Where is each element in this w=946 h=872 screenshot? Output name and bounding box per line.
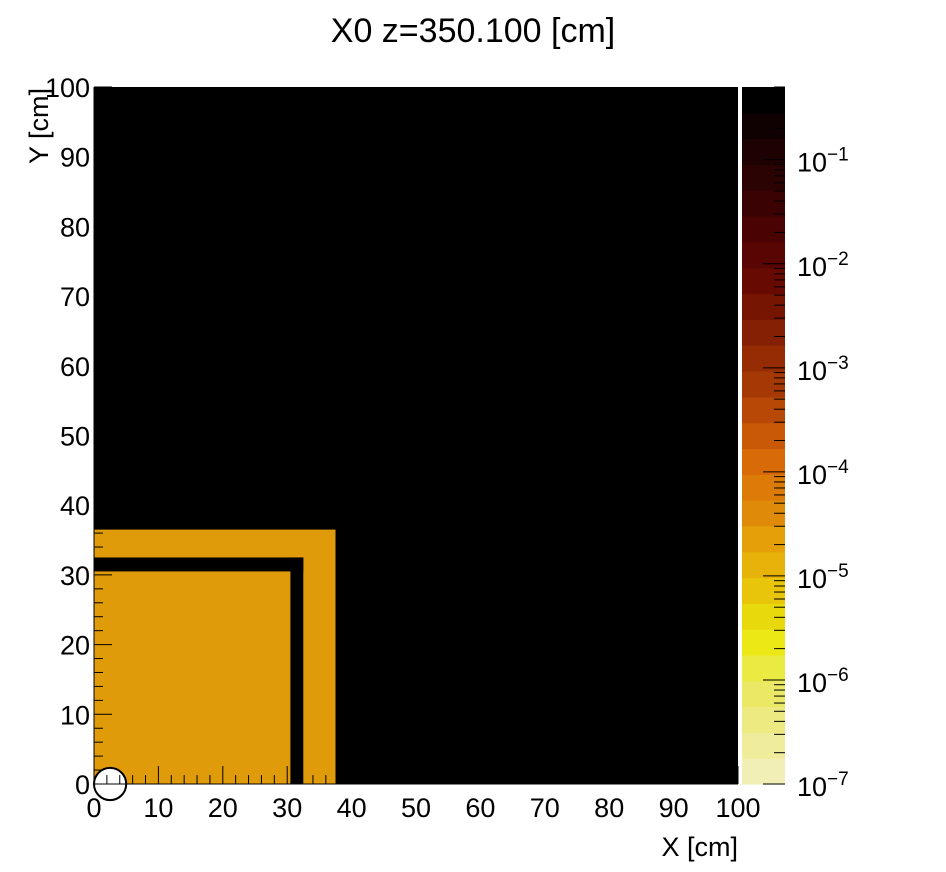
colorbar-band [742, 551, 785, 579]
colorbar-band [742, 216, 785, 243]
colorbar-band [742, 474, 785, 501]
x-tick-label: 100 [715, 793, 760, 823]
y-axis-label: Y [cm] [24, 88, 54, 164]
x-tick-label: 30 [272, 793, 302, 823]
colorbar-tick-label: 10−6 [797, 665, 849, 698]
chart-title: X0 z=350.100 [cm] [331, 12, 615, 50]
x-tick-label: 0 [86, 793, 101, 823]
colorbar: 10−1 10−2 10−3 10−4 10−5 10−6 10−7 [742, 86, 849, 802]
colorbar-band [742, 319, 785, 346]
y-tick-label: 80 [60, 212, 90, 242]
colorbar-band [742, 112, 785, 140]
colorbar-band [742, 87, 785, 114]
colorbar-band [742, 293, 785, 320]
colorbar-band [742, 267, 785, 295]
x-tick-label: 70 [530, 793, 560, 823]
x-tick-label: 10 [143, 793, 173, 823]
y-tick-label: 30 [60, 561, 90, 591]
y-tick-label: 20 [60, 631, 90, 661]
y-tick-label: 0 [75, 770, 90, 800]
x-tick-label: 60 [465, 793, 495, 823]
y-tick-label: 50 [60, 422, 90, 452]
heatmap-region-2 [290, 557, 304, 784]
colorbar-band [742, 577, 785, 604]
y-tick-label: 40 [60, 491, 90, 521]
axes: 0 10 20 30 40 50 60 70 80 90 100 0 10 20 30 40 50 60 70 80 9… [45, 73, 761, 823]
x-tick-label: 90 [659, 793, 689, 823]
colorbar-band [742, 732, 785, 759]
colorbar-band [742, 190, 785, 217]
colorbar-tick-label: 10−7 [797, 769, 849, 802]
colorbar-band [742, 629, 785, 656]
colorbar-band [742, 396, 785, 424]
y-tick-label: 90 [60, 143, 90, 173]
colorbar-tick-label: 10−3 [797, 353, 849, 386]
colorbar-band [742, 758, 785, 785]
y-tick-label: 70 [60, 282, 90, 312]
colorbar-band [742, 706, 785, 733]
colorbar-band [742, 448, 785, 475]
y-tick-label: 100 [45, 73, 90, 103]
x-tick-label: 40 [337, 793, 367, 823]
colorbar-tick-label: 10−1 [797, 145, 849, 178]
heatmap-region-1 [94, 557, 304, 572]
colorbar-tick-label: 10−2 [797, 249, 849, 282]
x-tick-label: 50 [401, 793, 431, 823]
colorbar-tick-label: 10−4 [797, 457, 849, 490]
x-tick-label: 20 [208, 793, 238, 823]
colorbar-band [742, 422, 785, 450]
y-tick-label: 60 [60, 352, 90, 382]
colorbar-band [742, 525, 785, 553]
colorbar-band [742, 164, 785, 191]
colorbar-tick-label: 10−5 [797, 561, 849, 594]
x-axis-label: X [cm] [661, 832, 738, 862]
colorbar-band [742, 138, 785, 166]
colorbar-band [742, 241, 785, 269]
colorbar-band [742, 345, 785, 372]
y-tick-label: 10 [60, 700, 90, 730]
plot-area [93, 87, 738, 802]
colorbar-band [742, 654, 785, 682]
x-tick-label: 80 [594, 793, 624, 823]
